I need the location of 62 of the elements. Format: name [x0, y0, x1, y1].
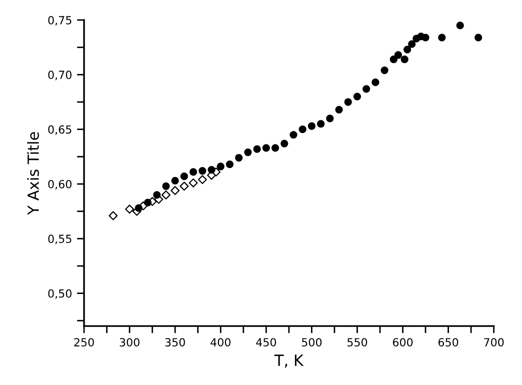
point [326, 114, 334, 122]
y-axis-title: Y Axis Title [27, 132, 39, 215]
point [244, 148, 252, 156]
point [372, 78, 380, 86]
point [362, 85, 370, 93]
point [290, 130, 298, 139]
y-tick-label: 0,50 [48, 289, 72, 299]
point [180, 182, 189, 191]
x-tick-label: 250 [74, 338, 94, 346]
x-tick-label: 500 [302, 338, 322, 346]
point [188, 178, 198, 188]
point [344, 98, 352, 106]
x-tick-label: 550 [347, 338, 368, 346]
point [353, 92, 362, 100]
point [144, 198, 152, 206]
point [262, 144, 270, 152]
point [162, 182, 170, 190]
point [153, 191, 161, 199]
x-tick-label: 400 [210, 338, 230, 346]
y-tick-label: 0,55 [48, 234, 72, 244]
point [422, 34, 430, 42]
point [390, 56, 398, 64]
point [308, 122, 316, 130]
y-tick-label: 0,60 [48, 180, 72, 190]
point [298, 126, 306, 134]
point [253, 145, 261, 153]
point [180, 172, 188, 180]
point [400, 56, 408, 64]
x-tick-label: 600 [392, 338, 413, 346]
point [316, 120, 325, 128]
point [190, 168, 198, 176]
point [171, 176, 179, 185]
point [235, 154, 243, 162]
point [134, 204, 142, 212]
point [394, 51, 402, 59]
y-tick-label: 0,75 [48, 16, 72, 26]
point [438, 34, 446, 42]
x-tick-label: 650 [438, 338, 458, 346]
point [380, 66, 388, 74]
point [408, 40, 416, 48]
x-tick-label: 700 [484, 338, 504, 346]
x-tick-label: 300 [120, 338, 140, 346]
point [108, 211, 118, 220]
point [198, 175, 207, 184]
point [226, 160, 234, 168]
point [456, 22, 464, 30]
y-tick-label: 0,65 [48, 125, 72, 135]
point [162, 190, 170, 200]
point [335, 106, 343, 114]
point [198, 167, 206, 175]
point [403, 46, 412, 54]
y-tick-label: 0,70 [48, 70, 72, 80]
point [474, 34, 482, 42]
point [125, 204, 134, 214]
x-tick-label: 350 [165, 338, 185, 346]
point [170, 186, 180, 196]
point [271, 144, 280, 152]
point [208, 166, 216, 174]
point [280, 140, 288, 148]
x-tick-label: 450 [256, 338, 276, 346]
point [216, 162, 224, 170]
x-axis-title: T, K [274, 354, 304, 368]
